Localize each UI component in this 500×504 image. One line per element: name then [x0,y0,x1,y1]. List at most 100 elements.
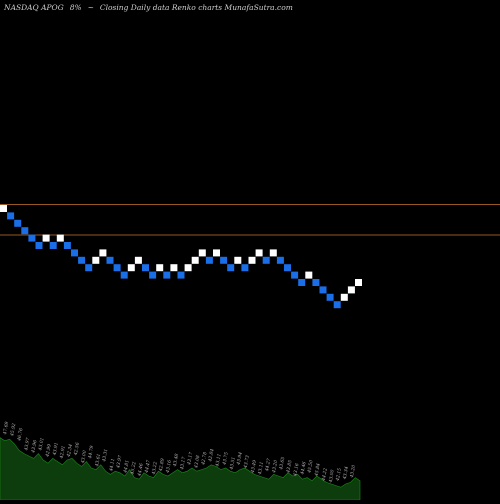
volume-label: 43.22 [151,461,159,476]
volume-label: 42.99 [44,443,52,458]
volume-label: 43.49 [250,459,258,474]
renko-brick-up [347,286,355,294]
renko-brick-up [340,293,348,301]
renko-brick-up [191,256,199,264]
volume-area [0,437,361,501]
volume-label: 43.34 [342,466,350,481]
renko-brick-down [298,279,306,286]
change-label: 8% [69,3,82,12]
renko-brick-down [142,264,149,272]
volume-label: 46.76 [16,427,24,442]
renko-brick-up [355,279,362,286]
ticker-label: NASDAQ APOG [4,3,64,12]
renko-brick-up [42,234,50,242]
renko-brick-up [213,249,220,257]
volume-label: 43.16 [165,459,173,474]
renko-brick-down [227,264,235,272]
renko-brick-down [21,227,29,235]
renko-brick-down [333,301,341,309]
renko-brick-down [241,264,249,272]
renko-brick-down [49,242,57,249]
volume-label: 43.08 [193,455,201,470]
volume-area-series [0,437,361,501]
renko-brick-up [170,264,178,272]
volume-label: 44.81 [122,460,130,475]
volume-label: 43.65 [278,456,286,471]
volume-label: 43.11 [257,461,265,476]
volume-label: 44.79 [87,445,95,460]
renko-brick-down [319,286,327,294]
volume-label: 45.84 [313,463,321,478]
renko-brick-down [163,271,171,279]
renko-brick-down [276,256,284,264]
volume-label: 43.97 [23,437,31,452]
chart-caption: Closing Daily data Renko charts MunafaSu… [99,3,293,12]
renko-brick-up [184,264,192,272]
volume-label: 44.46 [299,461,307,476]
renko-brick-down [85,264,93,272]
renko-brick-up [198,249,206,257]
volume-label: 43.17 [186,451,194,466]
renko-bricks [0,205,362,309]
renko-brick-up [234,256,242,264]
volume-label: 43.31 [101,448,109,463]
renko-brick-down [120,271,128,279]
volume-label: 43.97 [115,455,123,470]
volume-label: 43.11 [214,453,222,468]
volume-label: 42.78 [200,451,208,466]
renko-brick-up [0,205,7,212]
renko-brick-up [248,256,256,264]
volume-label: 43.94 [235,451,243,466]
trend-arrow-icon: ~ [87,3,94,12]
volume-label: 43.75 [221,451,229,466]
volume-label: 45.22 [129,461,137,476]
volume-label: 47.69 [2,421,10,436]
renko-brick-up [305,271,313,279]
reference-lines [0,204,500,236]
volume-label: 43.00 [328,469,336,484]
renko-brick-up [99,249,107,257]
renko-brick-down [14,219,22,227]
renko-brick-down [28,234,36,242]
renko-brick-down [71,249,78,257]
volume-label: 42.84 [207,448,215,463]
renko-brick-up [92,256,100,264]
renko-brick-down [78,256,86,264]
renko-brick-down [205,256,213,264]
volume-label: 42.89 [158,458,166,473]
renko-brick-down [284,264,291,272]
volume-label: 43.48 [172,453,180,468]
volume-label: 43.20 [271,459,279,474]
renko-brick-up [134,256,142,264]
renko-brick-down [312,279,320,286]
renko-brick-down [149,271,157,279]
volume-label: 44.27 [264,458,272,473]
chart-header: NASDAQ APOG 8% ~ Closing Daily data Renko c… [4,3,299,12]
volume-label: 43.85 [285,459,293,474]
renko-brick-up [255,249,263,257]
volume-label: 43.73 [243,455,251,470]
volume-label: 44.11 [108,458,116,473]
volume-label: 45.50 [306,459,314,474]
renko-brick-up [156,264,164,272]
volume-label: 42.15 [335,467,343,482]
renko-brick-down [113,264,121,272]
renko-brick-up [56,234,64,242]
volume-label: 42.91 [58,445,66,460]
volume-label: 44.46 [136,463,144,478]
volume-label: 43.01 [37,437,45,452]
volume-label: 43.51 [228,456,236,471]
renko-brick-down [106,256,114,264]
renko-brick-up [127,264,135,272]
volume-label: 43.17 [179,456,187,471]
volume-label: 43.96 [30,439,38,454]
renko-brick-up [269,249,277,257]
volume-label: 44.22 [320,467,328,482]
volume-label: 45.92 [9,423,17,438]
volume-label: 43.20 [349,464,357,479]
volume-label: 43.16 [292,463,300,478]
renko-brick-down [326,293,334,301]
volume-label: 42.56 [73,442,81,457]
